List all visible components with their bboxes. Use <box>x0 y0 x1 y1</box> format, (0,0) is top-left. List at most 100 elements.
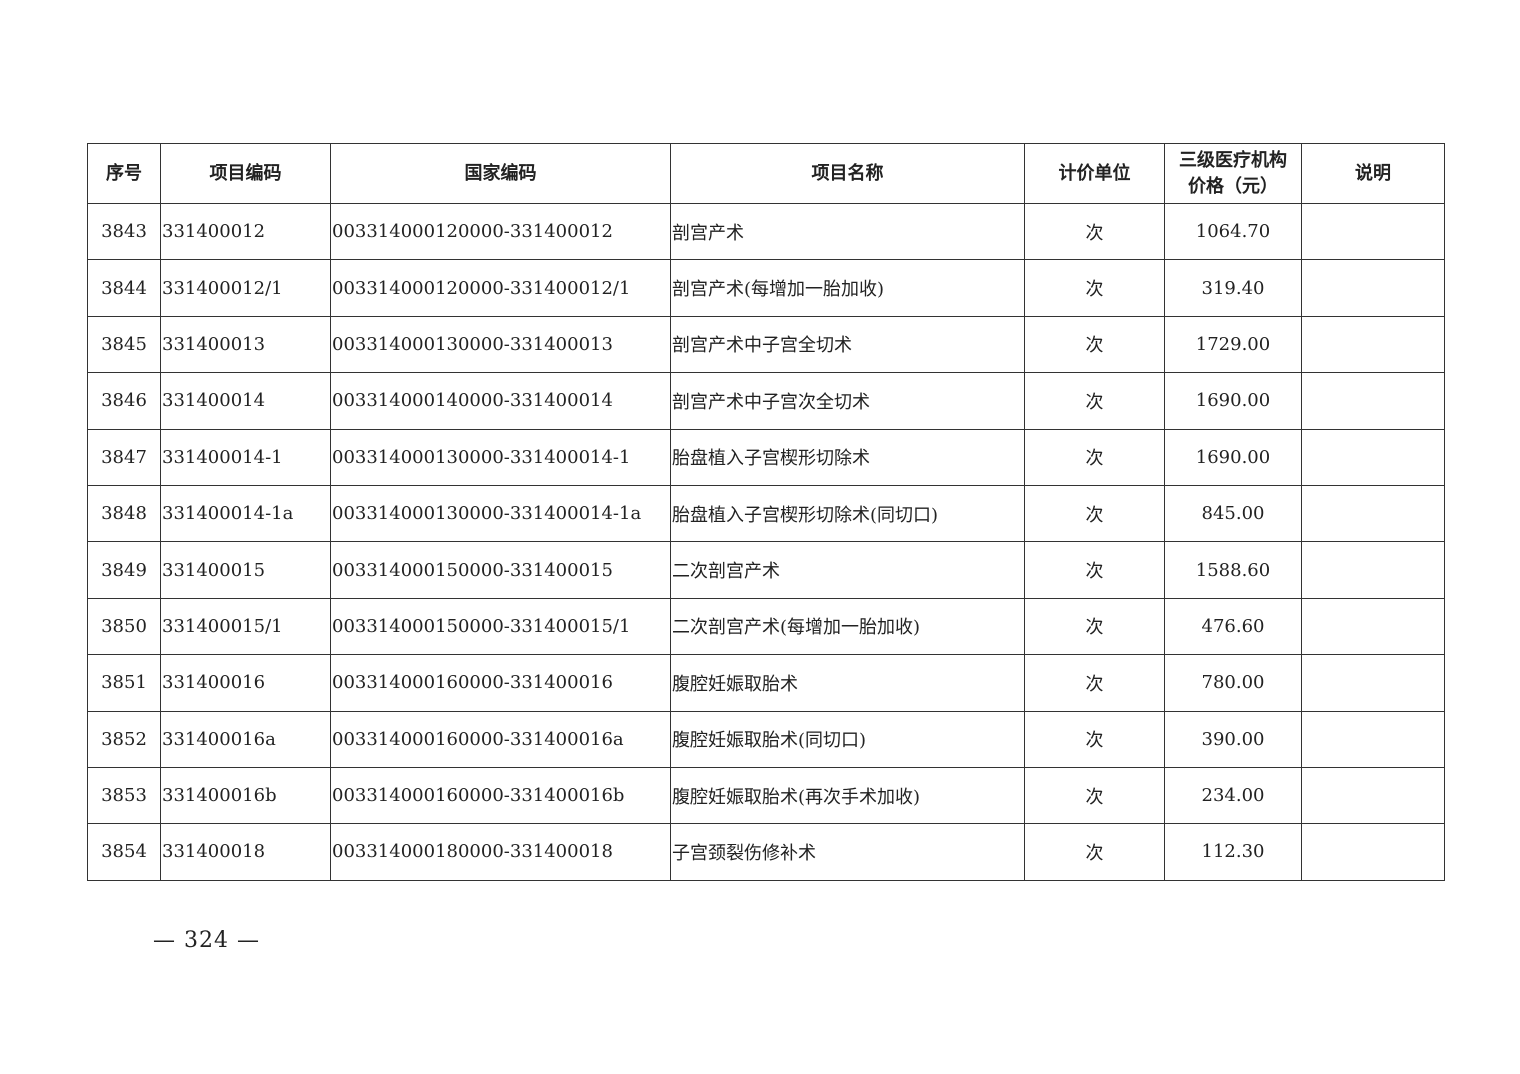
cell-no: 3846 <box>87 372 161 430</box>
cell-unit: 次 <box>1024 823 1165 881</box>
cell-unit: 次 <box>1024 710 1165 768</box>
cell-note <box>1301 259 1445 317</box>
cell-name: 腹腔妊娠取胎术(再次手术加收) <box>670 766 1025 825</box>
cell-note <box>1301 428 1445 486</box>
table-row: 3850 331400015/1 003314000150000-331400015… <box>87 597 1445 656</box>
cell-no: 3847 <box>87 428 161 486</box>
price-table: 序号 项目编码 国家编码 项目名称 计价单位 三级医疗机构 价格（元） 说明 38… <box>87 143 1445 881</box>
header-note: 说明 <box>1301 143 1445 204</box>
table-row: 3846 331400014 003314000140000-331400014 剖宫… <box>87 372 1445 430</box>
cell-price: 476.60 <box>1164 597 1302 656</box>
cell-no: 3852 <box>87 710 161 768</box>
cell-name: 剖宫产术(每增加一胎加收) <box>670 259 1025 317</box>
header-code: 项目编码 <box>160 143 331 204</box>
table-row: 3851 331400016 003314000160000-331400016 腹腔… <box>87 654 1445 712</box>
cell-no: 3845 <box>87 315 161 374</box>
table-header-row: 序号 项目编码 国家编码 项目名称 计价单位 三级医疗机构 价格（元） 说明 <box>87 143 1445 204</box>
cell-no: 3844 <box>87 259 161 317</box>
cell-unit: 次 <box>1024 541 1165 599</box>
cell-name: 胎盘植入子宫楔形切除术 <box>670 428 1025 486</box>
cell-code: 331400014 <box>160 372 331 430</box>
cell-name: 腹腔妊娠取胎术(同切口) <box>670 710 1025 768</box>
cell-note <box>1301 202 1445 261</box>
cell-national-code: 003314000160000-331400016a <box>330 710 671 768</box>
cell-national-code: 003314000130000-331400014-1a <box>330 484 671 543</box>
cell-code: 331400014-1 <box>160 428 331 486</box>
cell-name: 剖宫产术中子宫次全切术 <box>670 372 1025 430</box>
cell-unit: 次 <box>1024 484 1165 543</box>
cell-unit: 次 <box>1024 259 1165 317</box>
cell-no: 3843 <box>87 202 161 261</box>
cell-national-code: 003314000150000-331400015/1 <box>330 597 671 656</box>
cell-code: 331400016b <box>160 766 331 825</box>
cell-note <box>1301 541 1445 599</box>
table-row: 3854 331400018 003314000180000-331400018 子宫… <box>87 823 1445 881</box>
header-name: 项目名称 <box>670 143 1025 204</box>
cell-name: 胎盘植入子宫楔形切除术(同切口) <box>670 484 1025 543</box>
header-price-line1: 三级医疗机构 <box>1179 149 1287 171</box>
cell-unit: 次 <box>1024 202 1165 261</box>
cell-code: 331400012/1 <box>160 259 331 317</box>
cell-national-code: 003314000130000-331400014-1 <box>330 428 671 486</box>
cell-name: 子宫颈裂伤修补术 <box>670 823 1025 881</box>
header-price-line2: 价格（元） <box>1188 175 1278 197</box>
cell-no: 3848 <box>87 484 161 543</box>
header-no: 序号 <box>87 143 161 204</box>
table-row: 3853 331400016b 003314000160000-331400016b… <box>87 766 1445 825</box>
cell-no: 3851 <box>87 654 161 712</box>
cell-price: 1729.00 <box>1164 315 1302 374</box>
cell-name: 腹腔妊娠取胎术 <box>670 654 1025 712</box>
cell-unit: 次 <box>1024 428 1165 486</box>
cell-price: 112.30 <box>1164 823 1302 881</box>
cell-national-code: 003314000130000-331400013 <box>330 315 671 374</box>
cell-code: 331400014-1a <box>160 484 331 543</box>
table-row: 3844 331400012/1 003314000120000-331400012… <box>87 259 1445 317</box>
cell-no: 3853 <box>87 766 161 825</box>
header-price: 三级医疗机构 价格（元） <box>1164 143 1302 204</box>
cell-name: 二次剖宫产术 <box>670 541 1025 599</box>
header-unit: 计价单位 <box>1024 143 1165 204</box>
cell-code: 331400013 <box>160 315 331 374</box>
cell-note <box>1301 372 1445 430</box>
cell-national-code: 003314000160000-331400016 <box>330 654 671 712</box>
cell-price: 1064.70 <box>1164 202 1302 261</box>
cell-national-code: 003314000150000-331400015 <box>330 541 671 599</box>
cell-note <box>1301 315 1445 374</box>
header-national-code: 国家编码 <box>330 143 671 204</box>
table-row: 3849 331400015 003314000150000-331400015 二次… <box>87 541 1445 599</box>
table-row: 3847 331400014-1 003314000130000-331400014… <box>87 428 1445 486</box>
cell-national-code: 003314000120000-331400012/1 <box>330 259 671 317</box>
cell-code: 331400018 <box>160 823 331 881</box>
cell-code: 331400015/1 <box>160 597 331 656</box>
cell-note <box>1301 823 1445 881</box>
cell-unit: 次 <box>1024 654 1165 712</box>
cell-no: 3849 <box>87 541 161 599</box>
cell-price: 390.00 <box>1164 710 1302 768</box>
cell-national-code: 003314000140000-331400014 <box>330 372 671 430</box>
table-row: 3852 331400016a 003314000160000-331400016a… <box>87 710 1445 768</box>
cell-unit: 次 <box>1024 315 1165 374</box>
cell-price: 1588.60 <box>1164 541 1302 599</box>
cell-code: 331400016a <box>160 710 331 768</box>
cell-price: 780.00 <box>1164 654 1302 712</box>
cell-name: 剖宫产术中子宫全切术 <box>670 315 1025 374</box>
cell-no: 3850 <box>87 597 161 656</box>
cell-national-code: 003314000160000-331400016b <box>330 766 671 825</box>
cell-name: 剖宫产术 <box>670 202 1025 261</box>
cell-name: 二次剖宫产术(每增加一胎加收) <box>670 597 1025 656</box>
cell-note <box>1301 710 1445 768</box>
page-number: — 324 — <box>153 928 260 953</box>
cell-note <box>1301 597 1445 656</box>
table-row: 3845 331400013 003314000130000-331400013 剖宫… <box>87 315 1445 374</box>
table-row: 3848 331400014-1a 003314000130000-33140001… <box>87 484 1445 543</box>
cell-no: 3854 <box>87 823 161 881</box>
cell-national-code: 003314000120000-331400012 <box>330 202 671 261</box>
cell-code: 331400016 <box>160 654 331 712</box>
cell-price: 319.40 <box>1164 259 1302 317</box>
cell-unit: 次 <box>1024 766 1165 825</box>
cell-price: 845.00 <box>1164 484 1302 543</box>
cell-code: 331400015 <box>160 541 331 599</box>
cell-note <box>1301 766 1445 825</box>
cell-national-code: 003314000180000-331400018 <box>330 823 671 881</box>
cell-unit: 次 <box>1024 597 1165 656</box>
